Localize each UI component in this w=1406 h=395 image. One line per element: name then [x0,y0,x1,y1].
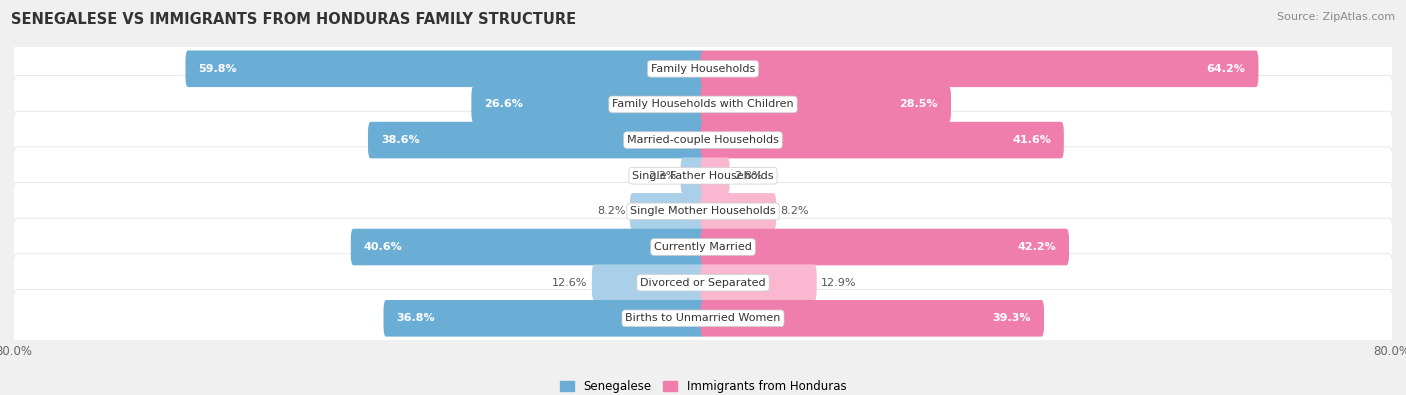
Legend: Senegalese, Immigrants from Honduras: Senegalese, Immigrants from Honduras [555,376,851,395]
FancyBboxPatch shape [13,218,1393,276]
Text: 28.5%: 28.5% [900,100,938,109]
Text: Single Father Households: Single Father Households [633,171,773,181]
FancyBboxPatch shape [186,51,706,87]
Text: SENEGALESE VS IMMIGRANTS FROM HONDURAS FAMILY STRUCTURE: SENEGALESE VS IMMIGRANTS FROM HONDURAS F… [11,12,576,27]
Text: 38.6%: 38.6% [381,135,419,145]
Text: 12.9%: 12.9% [821,278,856,288]
FancyBboxPatch shape [13,147,1393,205]
FancyBboxPatch shape [700,229,1069,265]
Text: Births to Unmarried Women: Births to Unmarried Women [626,313,780,324]
Text: Divorced or Separated: Divorced or Separated [640,278,766,288]
Text: Source: ZipAtlas.com: Source: ZipAtlas.com [1277,12,1395,22]
Text: 42.2%: 42.2% [1018,242,1056,252]
FancyBboxPatch shape [700,300,1045,337]
FancyBboxPatch shape [700,193,776,229]
FancyBboxPatch shape [700,122,1064,158]
Text: Single Mother Households: Single Mother Households [630,206,776,216]
Text: Family Households: Family Households [651,64,755,74]
FancyBboxPatch shape [350,229,706,265]
FancyBboxPatch shape [700,158,730,194]
FancyBboxPatch shape [384,300,706,337]
Text: 41.6%: 41.6% [1012,135,1050,145]
Text: Married-couple Households: Married-couple Households [627,135,779,145]
FancyBboxPatch shape [471,86,706,123]
FancyBboxPatch shape [700,264,817,301]
FancyBboxPatch shape [700,86,950,123]
Text: 8.2%: 8.2% [598,206,626,216]
Text: 8.2%: 8.2% [780,206,808,216]
FancyBboxPatch shape [13,111,1393,169]
FancyBboxPatch shape [681,158,706,194]
Text: 64.2%: 64.2% [1206,64,1246,74]
Text: 59.8%: 59.8% [198,64,238,74]
Text: 39.3%: 39.3% [993,313,1031,324]
Text: 36.8%: 36.8% [396,313,434,324]
FancyBboxPatch shape [630,193,706,229]
Text: 26.6%: 26.6% [484,100,523,109]
Text: 2.3%: 2.3% [648,171,676,181]
Text: 40.6%: 40.6% [364,242,402,252]
FancyBboxPatch shape [13,254,1393,312]
Text: Currently Married: Currently Married [654,242,752,252]
FancyBboxPatch shape [368,122,706,158]
Text: 2.8%: 2.8% [734,171,762,181]
FancyBboxPatch shape [592,264,706,301]
FancyBboxPatch shape [700,51,1258,87]
FancyBboxPatch shape [13,182,1393,240]
FancyBboxPatch shape [13,75,1393,133]
Text: 12.6%: 12.6% [553,278,588,288]
FancyBboxPatch shape [13,290,1393,347]
FancyBboxPatch shape [13,40,1393,98]
Text: Family Households with Children: Family Households with Children [612,100,794,109]
